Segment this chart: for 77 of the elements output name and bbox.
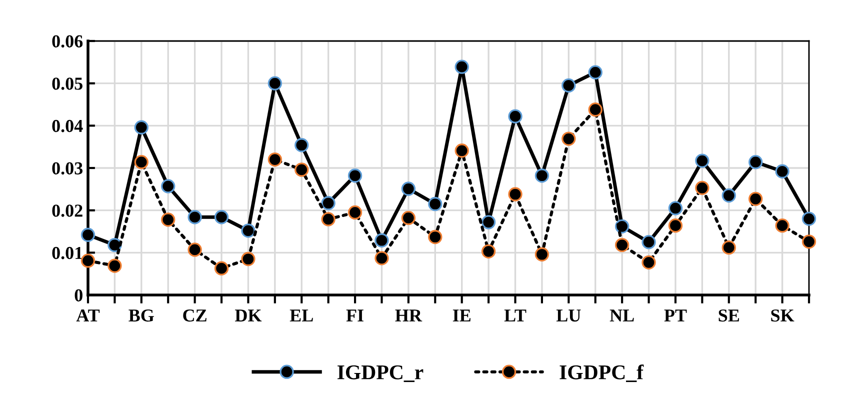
point (374, 233, 389, 248)
point (802, 212, 816, 226)
point (348, 168, 362, 183)
point (401, 210, 416, 226)
point (268, 76, 282, 90)
point (108, 258, 122, 273)
y-tick-label: 0.02 (52, 204, 82, 217)
point (161, 179, 176, 194)
point (214, 261, 229, 276)
x-tick-label: LT (504, 310, 526, 322)
point (588, 65, 602, 80)
point (775, 218, 790, 233)
point (428, 230, 442, 244)
x-tick-label: BG (128, 309, 154, 322)
x-tick-label: DK (235, 310, 262, 322)
point (401, 182, 416, 196)
x-tick-label: HR (395, 310, 422, 322)
point (668, 201, 683, 216)
y-tick-label: 0.01 (52, 246, 82, 260)
point (241, 252, 256, 266)
point (508, 187, 522, 202)
y-tick-label: 0 (74, 289, 82, 302)
point (214, 210, 229, 224)
point (80, 228, 96, 242)
point (534, 168, 550, 183)
legend-label: IGDPC_r (338, 365, 424, 382)
point (722, 240, 736, 255)
x-tick-label: LU (556, 310, 581, 322)
x-tick-label: IE (452, 310, 470, 322)
point (134, 120, 148, 134)
point (642, 255, 656, 270)
x-tick-label: SK (771, 309, 794, 322)
point (80, 254, 96, 268)
point (374, 251, 389, 266)
point (722, 188, 736, 203)
point (321, 196, 336, 210)
point (562, 132, 576, 146)
point (161, 212, 176, 227)
y-tick-label: 0.03 (52, 162, 83, 175)
point (268, 152, 282, 167)
point (428, 196, 442, 212)
point (321, 212, 336, 226)
x-tick-label: EL (290, 310, 313, 322)
point (775, 164, 790, 178)
point (695, 154, 710, 168)
y-tick-label: 0.05 (52, 78, 82, 90)
point (588, 102, 602, 117)
point (134, 154, 148, 170)
point (562, 78, 576, 93)
point (294, 162, 309, 177)
x-tick-label: AT (76, 310, 100, 322)
y-tick-label: 0.06 (52, 35, 83, 48)
point (294, 138, 309, 152)
point (481, 244, 496, 258)
point (481, 215, 496, 230)
point (802, 234, 816, 249)
point (348, 205, 362, 220)
point (454, 60, 469, 74)
point (748, 154, 763, 170)
point (534, 247, 550, 262)
point (188, 210, 202, 224)
legend-label: IGDPC_f (560, 364, 644, 382)
point (668, 218, 683, 233)
point (454, 144, 469, 158)
x-tick-label: CZ (183, 309, 206, 322)
x-tick-label: PT (664, 310, 687, 322)
point (695, 180, 710, 195)
x-tick-label: FI (346, 310, 364, 322)
point (748, 192, 763, 206)
point (241, 224, 256, 238)
x-tick-label: SE (718, 309, 740, 322)
point (642, 235, 656, 250)
point (508, 109, 522, 124)
x-tick-label: NL (610, 310, 634, 322)
point (614, 238, 630, 252)
point (188, 242, 202, 257)
y-tick-label: 0.04 (52, 120, 83, 132)
